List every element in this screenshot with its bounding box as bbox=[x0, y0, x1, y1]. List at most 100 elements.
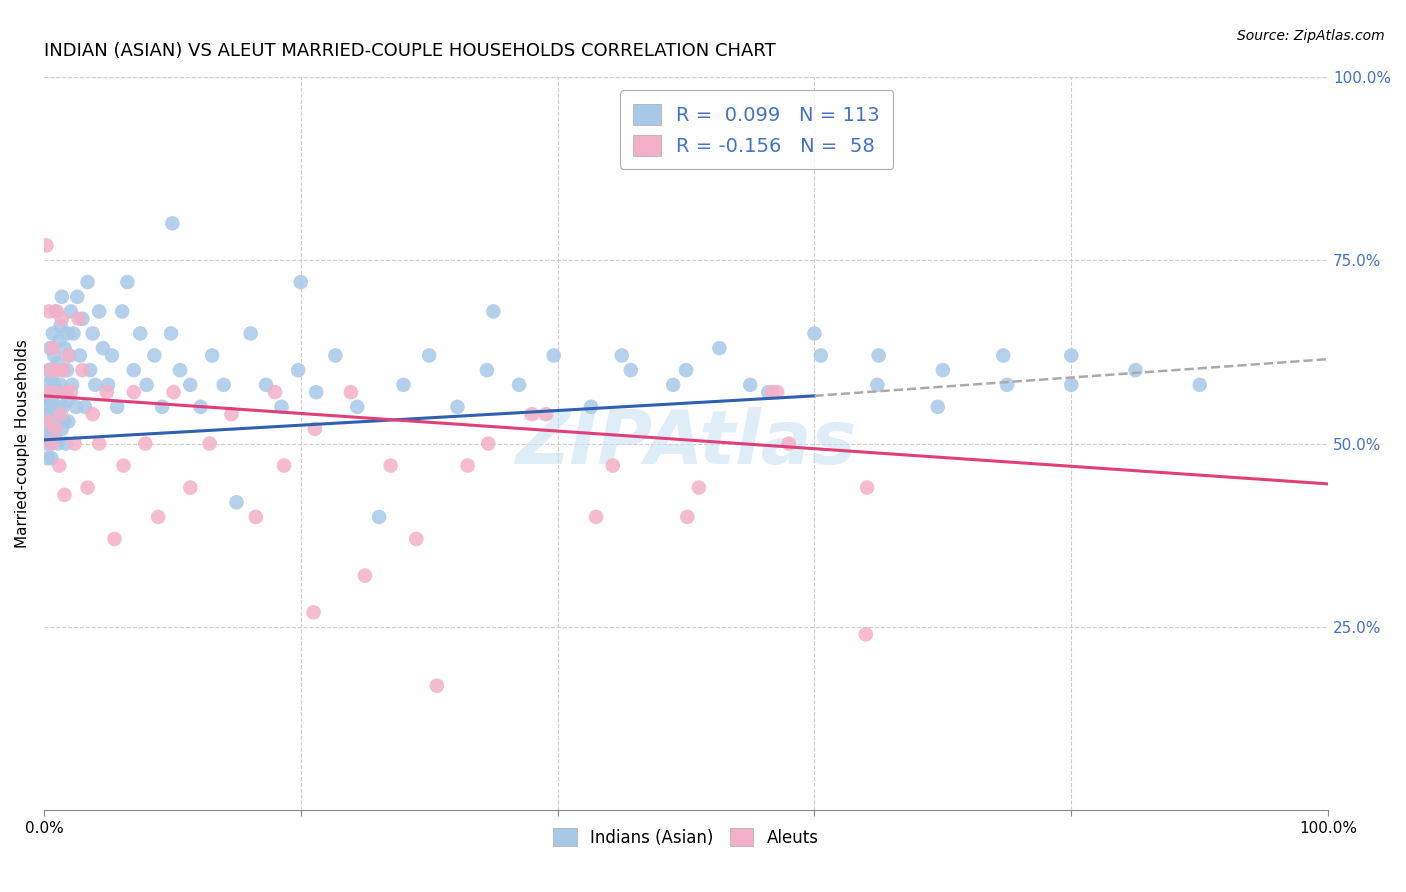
Indians (Asian) bbox=[41, 370, 63, 384]
Indians (Asian) bbox=[60, 377, 83, 392]
Indians (Asian) bbox=[34, 400, 56, 414]
Aleuts bbox=[302, 605, 325, 619]
Aleuts bbox=[304, 422, 326, 436]
Indians (Asian) bbox=[35, 436, 58, 450]
Indians (Asian) bbox=[73, 400, 96, 414]
Indians (Asian) bbox=[160, 326, 183, 341]
Indians (Asian) bbox=[803, 326, 825, 341]
Aleuts bbox=[103, 532, 125, 546]
Indians (Asian) bbox=[122, 363, 145, 377]
Indians (Asian) bbox=[39, 341, 62, 355]
Indians (Asian) bbox=[179, 377, 201, 392]
Aleuts bbox=[112, 458, 135, 473]
Indians (Asian) bbox=[65, 400, 87, 414]
Indians (Asian) bbox=[37, 429, 59, 443]
Aleuts bbox=[856, 481, 879, 495]
Aleuts bbox=[264, 385, 287, 400]
Indians (Asian) bbox=[740, 377, 762, 392]
Indians (Asian) bbox=[53, 341, 76, 355]
Indians (Asian) bbox=[305, 385, 328, 400]
Indians (Asian) bbox=[135, 377, 157, 392]
Indians (Asian) bbox=[45, 407, 67, 421]
Aleuts bbox=[41, 436, 63, 450]
Indians (Asian) bbox=[995, 377, 1018, 392]
Indians (Asian) bbox=[150, 400, 173, 414]
Aleuts bbox=[87, 436, 110, 450]
Indians (Asian) bbox=[225, 495, 247, 509]
Indians (Asian) bbox=[212, 377, 235, 392]
Indians (Asian) bbox=[239, 326, 262, 341]
Indians (Asian) bbox=[44, 349, 66, 363]
Indians (Asian) bbox=[37, 451, 59, 466]
Indians (Asian) bbox=[39, 436, 62, 450]
Indians (Asian) bbox=[44, 429, 66, 443]
Indians (Asian) bbox=[579, 400, 602, 414]
Indians (Asian) bbox=[38, 385, 60, 400]
Indians (Asian) bbox=[66, 290, 89, 304]
Indians (Asian) bbox=[56, 326, 79, 341]
Indians (Asian) bbox=[927, 400, 949, 414]
Aleuts bbox=[76, 481, 98, 495]
Aleuts bbox=[44, 385, 66, 400]
Aleuts bbox=[426, 679, 449, 693]
Indians (Asian) bbox=[1188, 377, 1211, 392]
Aleuts bbox=[688, 481, 710, 495]
Indians (Asian) bbox=[290, 275, 312, 289]
Indians (Asian) bbox=[325, 349, 347, 363]
Aleuts bbox=[198, 436, 221, 450]
Indians (Asian) bbox=[101, 349, 124, 363]
Aleuts bbox=[96, 385, 118, 400]
Aleuts bbox=[39, 363, 62, 377]
Indians (Asian) bbox=[866, 377, 889, 392]
Legend: Indians (Asian), Aleuts: Indians (Asian), Aleuts bbox=[547, 822, 825, 854]
Indians (Asian) bbox=[418, 349, 440, 363]
Indians (Asian) bbox=[44, 400, 66, 414]
Aleuts bbox=[354, 568, 377, 582]
Indians (Asian) bbox=[69, 349, 91, 363]
Indians (Asian) bbox=[49, 377, 72, 392]
Aleuts bbox=[520, 407, 543, 421]
Indians (Asian) bbox=[52, 363, 75, 377]
Indians (Asian) bbox=[48, 334, 70, 348]
Aleuts bbox=[51, 311, 73, 326]
Aleuts bbox=[37, 415, 59, 429]
Indians (Asian) bbox=[993, 349, 1015, 363]
Indians (Asian) bbox=[35, 392, 58, 407]
Aleuts bbox=[58, 349, 80, 363]
Indians (Asian) bbox=[58, 392, 80, 407]
Indians (Asian) bbox=[190, 400, 212, 414]
Aleuts bbox=[340, 385, 363, 400]
Indians (Asian) bbox=[42, 422, 65, 436]
Indians (Asian) bbox=[53, 415, 76, 429]
Indians (Asian) bbox=[58, 415, 80, 429]
Aleuts bbox=[761, 385, 783, 400]
Indians (Asian) bbox=[810, 349, 832, 363]
Indians (Asian) bbox=[56, 363, 79, 377]
Indians (Asian) bbox=[756, 385, 779, 400]
Aleuts bbox=[855, 627, 877, 641]
Aleuts bbox=[48, 458, 70, 473]
Indians (Asian) bbox=[346, 400, 368, 414]
Indians (Asian) bbox=[475, 363, 498, 377]
Indians (Asian) bbox=[38, 407, 60, 421]
Text: ZIPAtlas: ZIPAtlas bbox=[516, 407, 856, 480]
Indians (Asian) bbox=[34, 422, 56, 436]
Aleuts bbox=[45, 304, 67, 318]
Aleuts bbox=[457, 458, 479, 473]
Indians (Asian) bbox=[482, 304, 505, 318]
Indians (Asian) bbox=[79, 363, 101, 377]
Indians (Asian) bbox=[91, 341, 114, 355]
Indians (Asian) bbox=[87, 304, 110, 318]
Indians (Asian) bbox=[52, 400, 75, 414]
Indians (Asian) bbox=[1125, 363, 1147, 377]
Indians (Asian) bbox=[58, 349, 80, 363]
Aleuts bbox=[72, 363, 94, 377]
Indians (Asian) bbox=[117, 275, 139, 289]
Indians (Asian) bbox=[48, 400, 70, 414]
Aleuts bbox=[49, 407, 72, 421]
Indians (Asian) bbox=[254, 377, 277, 392]
Indians (Asian) bbox=[41, 392, 63, 407]
Indians (Asian) bbox=[44, 304, 66, 318]
Aleuts bbox=[221, 407, 243, 421]
Indians (Asian) bbox=[105, 400, 128, 414]
